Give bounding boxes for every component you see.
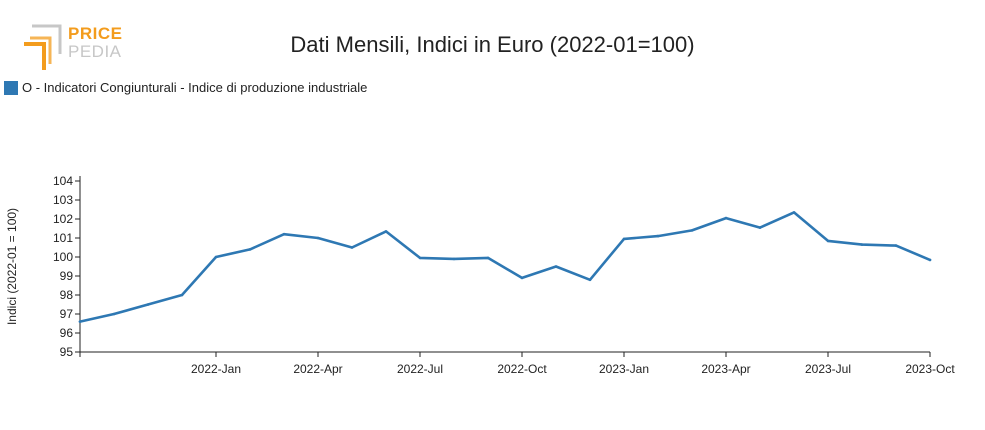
data-point [928, 258, 932, 262]
y-tick-label: 104 [53, 174, 73, 188]
y-tick-label: 99 [60, 269, 74, 283]
series-line [78, 211, 932, 323]
pricepedia-logo: PRICE PEDIA [18, 22, 128, 74]
data-point [656, 234, 660, 238]
y-tick-label: 97 [60, 307, 74, 321]
data-point [146, 303, 150, 306]
data-point [758, 226, 762, 229]
x-tick-label: 2023-Jul [805, 362, 851, 376]
data-point [520, 276, 524, 280]
data-point [214, 255, 218, 259]
y-tick-label: 98 [60, 288, 74, 302]
data-point [452, 257, 456, 261]
logo-word-pedia: PEDIA [68, 42, 122, 61]
data-point [690, 229, 694, 232]
chart-title: Dati Mensili, Indici in Euro (2022-01=10… [290, 32, 695, 57]
y-tick-label: 101 [53, 231, 73, 245]
x-tick-label: 2022-Oct [497, 362, 547, 376]
x-tick-label: 2022-Jan [191, 362, 241, 376]
legend-swatch [4, 80, 18, 95]
data-point [860, 243, 864, 246]
y-tick-label: 102 [53, 212, 73, 226]
series-marks [78, 211, 932, 323]
x-tick-label: 2023-Apr [701, 362, 750, 376]
data-point [622, 237, 626, 241]
y-axis-label: Indici (2022-01 = 100) [5, 208, 19, 325]
y-tick-label: 100 [53, 250, 73, 264]
data-point [894, 244, 898, 247]
logo-word-price: PRICE [68, 24, 123, 43]
data-point [418, 256, 422, 260]
y-tick-label: 95 [60, 345, 74, 359]
x-tick-label: 2023-Jan [599, 362, 649, 376]
data-point [180, 293, 184, 297]
data-point [588, 278, 592, 282]
data-point [792, 211, 796, 214]
x-tick-label: 2022-Apr [293, 362, 342, 376]
legend-label: O - Indicatori Congiunturali - Indice di… [22, 80, 368, 95]
axes: 95 96 97 98 99 100 101 102 103 104 2022-Jan 2022-Ap… [53, 174, 955, 376]
y-tick-label: 96 [60, 326, 74, 340]
data-point [486, 256, 490, 260]
y-tick-label: 103 [53, 193, 73, 207]
data-point [316, 236, 320, 240]
data-point [248, 248, 252, 251]
data-point [112, 312, 116, 316]
data-point [350, 246, 354, 249]
x-tick-label: 2022-Jul [397, 362, 443, 376]
x-tick-label: 2023-Oct [905, 362, 955, 376]
data-point [554, 265, 558, 268]
data-point [724, 216, 728, 220]
legend: O - Indicatori Congiunturali - Indice di… [4, 80, 367, 95]
logo-mark-icon [24, 24, 62, 70]
data-point [282, 232, 286, 236]
data-point [384, 230, 388, 233]
data-point [826, 239, 830, 243]
data-point [78, 320, 82, 323]
